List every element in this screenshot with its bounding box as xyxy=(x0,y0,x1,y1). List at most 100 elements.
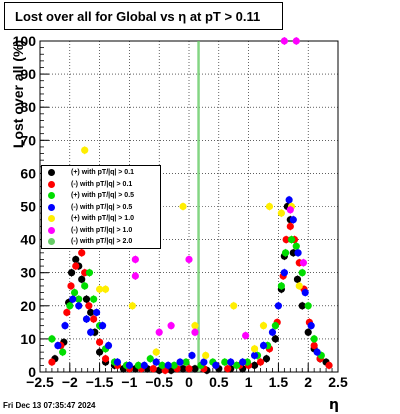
y-tick-label: 90 xyxy=(20,66,36,82)
data-point-series-1 xyxy=(90,315,98,323)
y-tick-label: 30 xyxy=(20,265,36,281)
data-point-series-3 xyxy=(152,358,160,366)
data-point-series-5 xyxy=(155,328,163,336)
legend-item-3: (-) with pT/|q| > 0.5 xyxy=(46,203,160,213)
data-point-series-1 xyxy=(63,308,71,317)
data-point-series-5 xyxy=(131,255,139,264)
data-point-series-3 xyxy=(212,361,220,369)
data-point-series-0 xyxy=(262,355,271,363)
data-point-series-1 xyxy=(282,236,290,244)
data-point-series-3 xyxy=(289,216,297,224)
data-point-series-3 xyxy=(313,348,321,356)
data-point-series-2 xyxy=(182,358,190,366)
data-point-series-3 xyxy=(93,308,101,317)
data-point-series-1 xyxy=(149,365,157,373)
data-point-series-2 xyxy=(271,322,280,330)
data-point-series-2 xyxy=(170,361,178,369)
data-point-series-2 xyxy=(304,302,312,310)
data-point-series-3 xyxy=(301,288,309,297)
data-point-series-2 xyxy=(59,348,67,356)
data-point-series-2 xyxy=(66,302,74,310)
data-point-series-3 xyxy=(54,341,62,350)
data-point-series-2 xyxy=(298,269,306,277)
data-point-series-3 xyxy=(259,341,268,350)
legend-marker-3 xyxy=(48,203,55,211)
data-point-series-4 xyxy=(81,146,89,154)
data-point-series-3 xyxy=(104,341,113,350)
data-point-series-3 xyxy=(82,315,91,323)
data-point-series-3 xyxy=(274,302,282,310)
data-point-series-2 xyxy=(75,295,83,303)
data-point-series-3 xyxy=(239,358,247,366)
data-point-series-1 xyxy=(101,355,110,363)
data-point-series-3 xyxy=(294,249,302,257)
chart-title: Lost over all for Global vs η at pT > 0.… xyxy=(4,2,283,30)
data-point-series-3 xyxy=(69,295,77,303)
data-point-series-2 xyxy=(310,335,318,343)
data-point-series-4 xyxy=(230,302,238,310)
data-point-series-3 xyxy=(285,196,293,204)
legend-item-2: (+) with pT/|q| > 0.5 xyxy=(46,191,160,201)
data-point-series-4 xyxy=(250,345,259,353)
data-point-series-5 xyxy=(131,272,139,280)
data-point-series-1 xyxy=(286,222,294,230)
data-points xyxy=(48,37,333,375)
data-point-series-3 xyxy=(227,358,235,366)
data-point-series-0 xyxy=(250,361,259,369)
data-point-series-3 xyxy=(307,322,315,330)
data-point-series-3 xyxy=(140,361,148,369)
data-point-series-1 xyxy=(48,358,56,366)
x-tick-label: 1.5 xyxy=(269,374,289,390)
data-point-series-4 xyxy=(277,209,285,217)
data-point-series-0 xyxy=(78,275,86,283)
data-point-series-3 xyxy=(268,328,277,336)
data-point-series-1 xyxy=(67,282,75,290)
data-point-series-5 xyxy=(242,331,250,340)
data-point-series-2 xyxy=(90,295,98,303)
legend-item-6: (-) with pT/|q| > 2.0 xyxy=(46,237,160,247)
datestamp: Fri Dec 13 07:35:47 2024 xyxy=(3,401,96,410)
data-point-series-5 xyxy=(292,37,300,45)
data-point-series-1 xyxy=(185,365,193,373)
data-point-series-3 xyxy=(125,361,133,369)
legend-marker-4 xyxy=(48,215,55,222)
x-tick-label: 2.5 xyxy=(328,374,348,390)
legend-item-0: (+) with pT/|q| > 0.1 xyxy=(46,168,160,178)
legend-marker-1 xyxy=(48,180,55,188)
data-point-series-1 xyxy=(72,262,80,270)
data-point-series-3 xyxy=(61,322,69,330)
data-point-series-0 xyxy=(82,295,91,303)
data-point-series-4 xyxy=(96,285,104,293)
x-tick-label: −2.5 xyxy=(26,374,54,390)
x-tick-label: −1.5 xyxy=(86,374,114,390)
y-tick-label: 100 xyxy=(13,33,37,49)
y-tick-label: 10 xyxy=(20,331,36,347)
legend-label-4: (+) with pT/|q| > 1.0 xyxy=(71,215,135,222)
data-point-series-2 xyxy=(233,361,241,369)
legend-marker-5 xyxy=(48,226,55,234)
data-point-series-3 xyxy=(87,328,95,336)
legend-marker-6 xyxy=(48,238,55,245)
data-point-series-3 xyxy=(113,358,122,366)
data-point-series-2 xyxy=(146,355,154,363)
data-point-series-4 xyxy=(265,202,274,211)
data-point-series-2 xyxy=(221,358,229,366)
data-point-series-2 xyxy=(81,282,89,290)
data-point-series-3 xyxy=(164,361,172,369)
data-point-series-4 xyxy=(101,285,110,293)
data-point-series-2 xyxy=(134,361,142,369)
x-tick-label: 2 xyxy=(304,374,312,390)
data-point-series-2 xyxy=(48,335,56,343)
data-point-series-0 xyxy=(271,335,280,343)
x-tick-label: 1 xyxy=(245,374,253,390)
data-point-series-2 xyxy=(277,282,285,290)
reference-lines xyxy=(197,41,200,372)
data-point-series-5 xyxy=(185,255,193,264)
legend-label-3: (-) with pT/|q| > 0.5 xyxy=(71,203,133,211)
legend-label-1: (-) with pT/|q| > 0.1 xyxy=(71,180,133,188)
data-point-series-2 xyxy=(281,249,290,257)
data-point-series-4 xyxy=(202,351,210,360)
data-point-series-5 xyxy=(167,322,175,330)
legend-label-2: (+) with pT/|q| > 0.5 xyxy=(71,192,135,199)
data-point-series-3 xyxy=(280,269,288,277)
